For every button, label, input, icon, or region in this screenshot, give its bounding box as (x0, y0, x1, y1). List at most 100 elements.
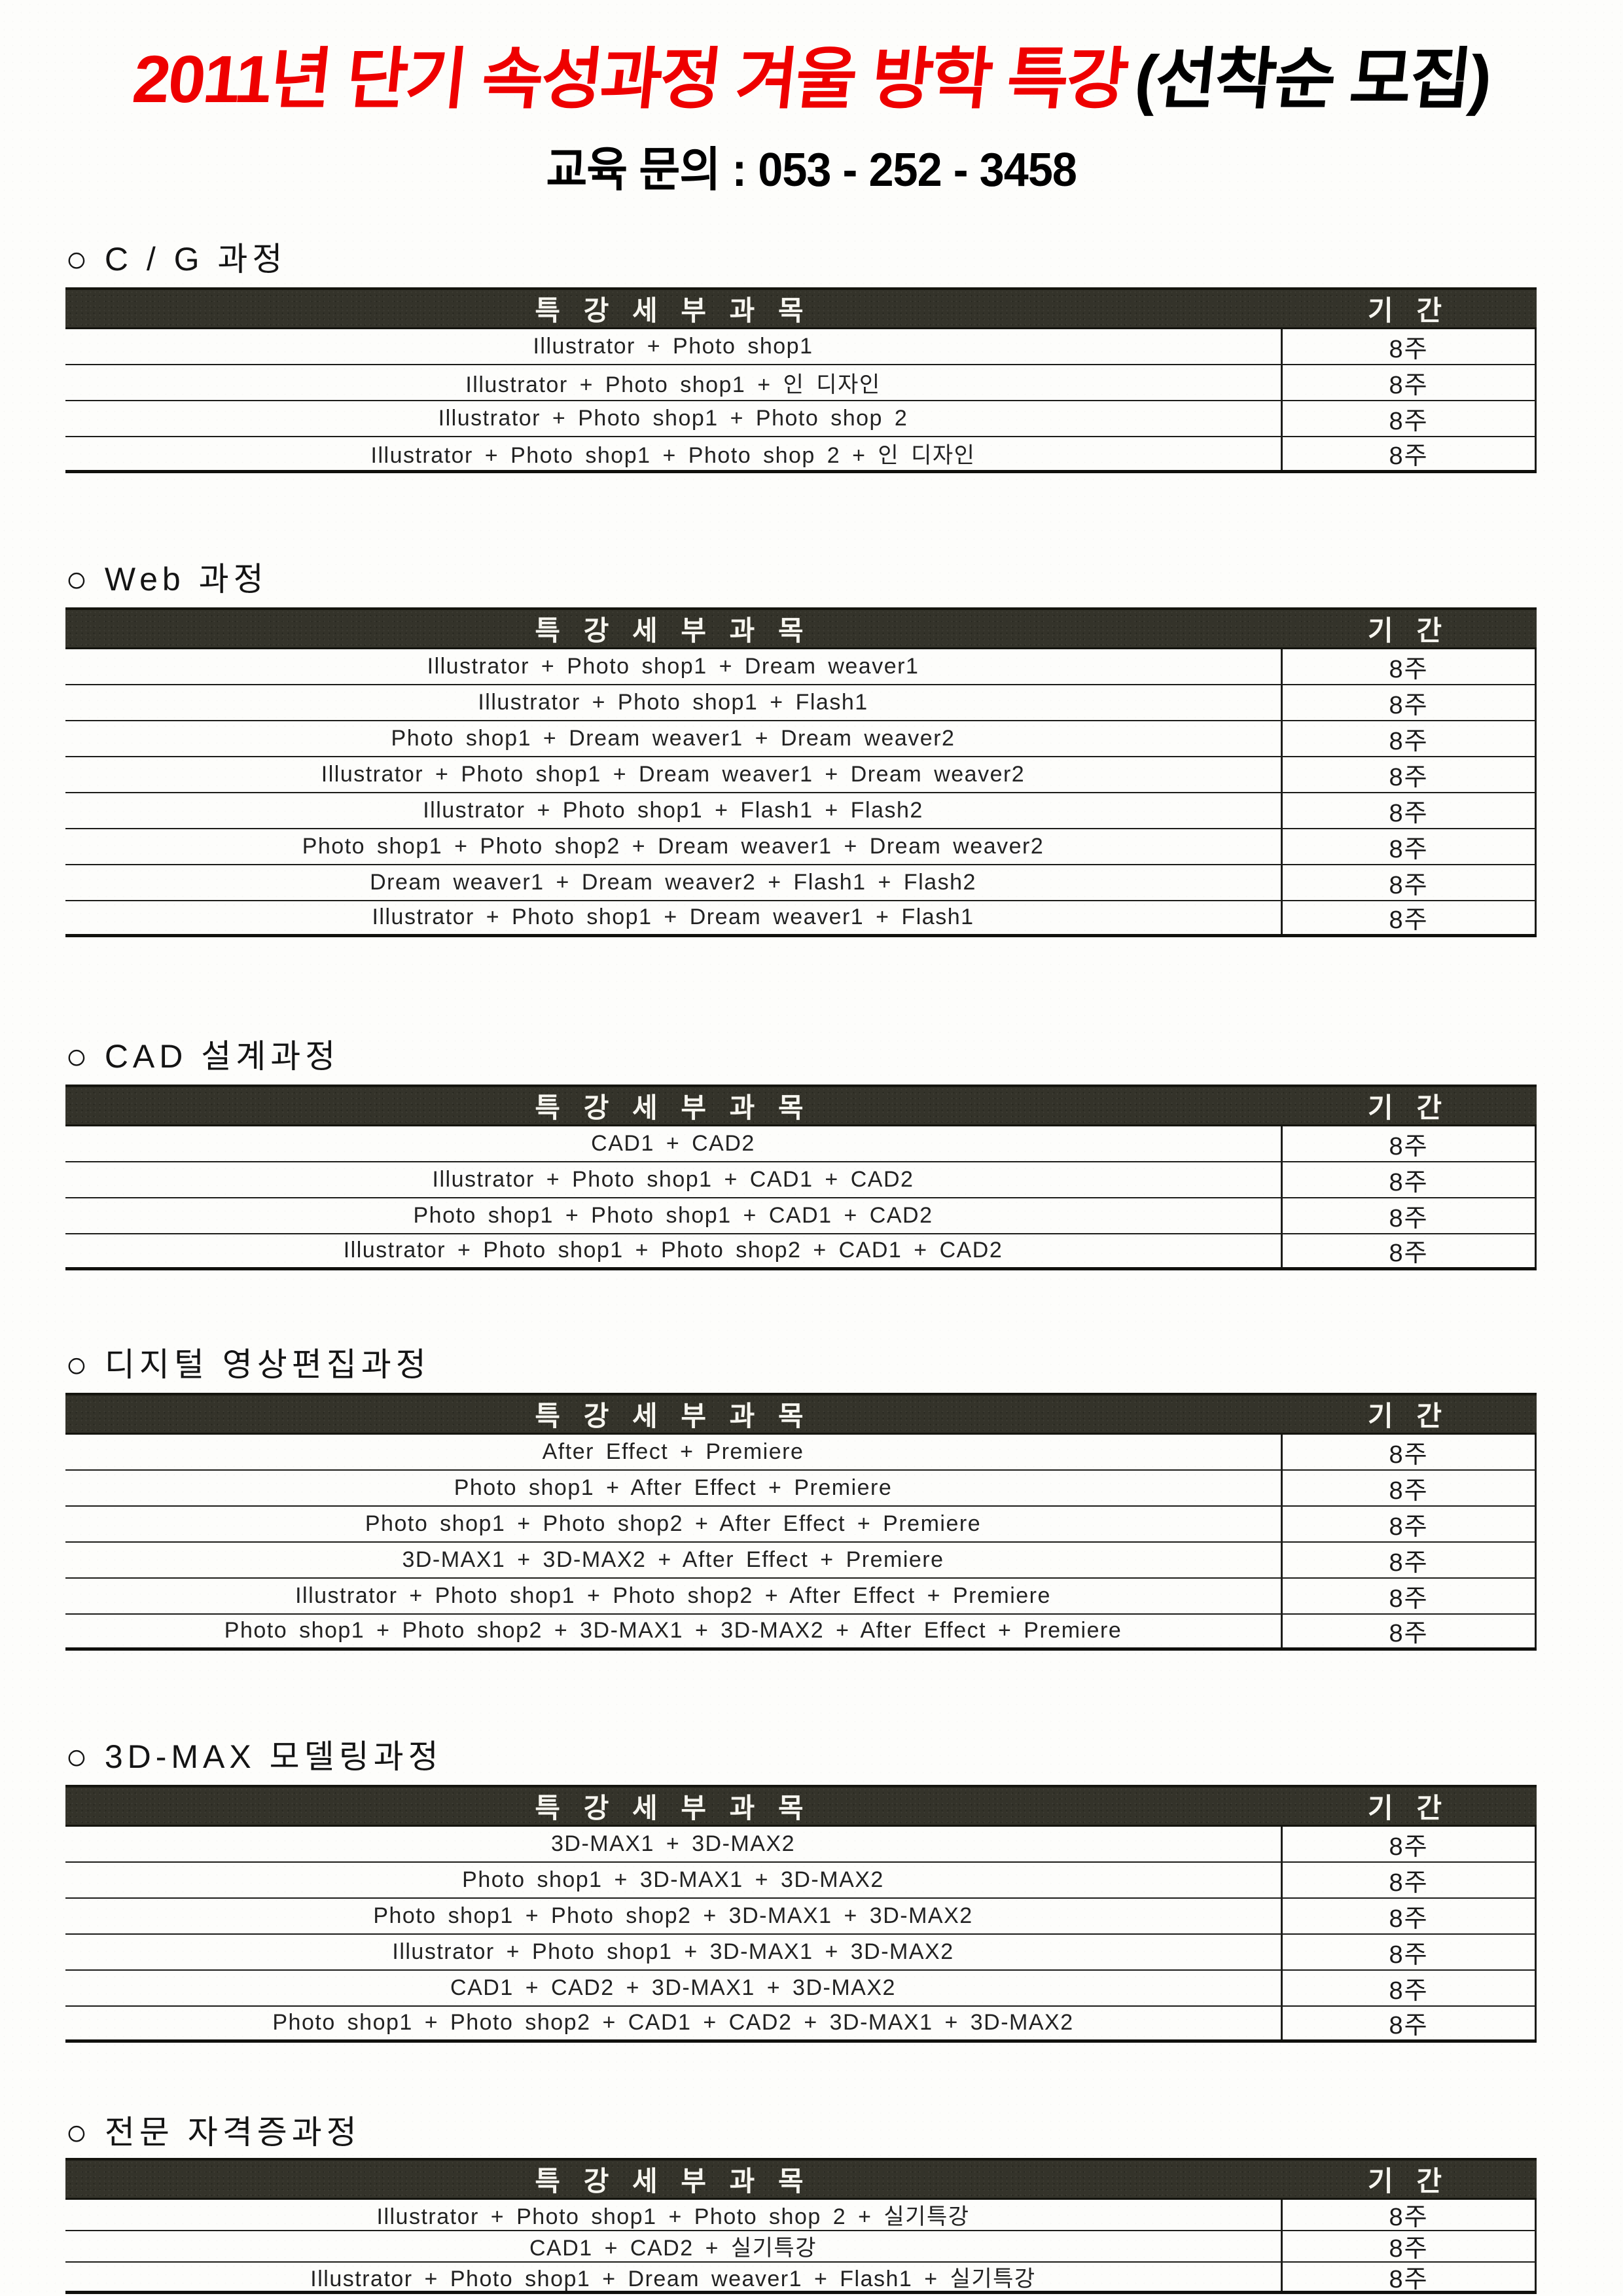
cell-course-subjects: Dream weaver1 + Dream weaver2 + Flash1 +… (370, 869, 976, 895)
contact-phone-line: 교육 문의 : 053 - 252 - 3458 (0, 143, 1623, 198)
column-header-period: 기 간 (1368, 1092, 1450, 1123)
page-title-red: 2011년 단기 속성과정 겨울 방학 특강 (129, 42, 1130, 117)
course-table: 특 강 세 부 과 목 기 간 Illustrator + Photo shop… (65, 287, 1537, 473)
section-title: Web 과정 (104, 560, 268, 598)
table-row: Dream weaver1 + Dream weaver2 + Flash1 +… (65, 865, 1537, 901)
table-row: CAD1 + CAD2 8주 (65, 1126, 1537, 1162)
column-header-subject: 특 강 세 부 과 목 (535, 615, 812, 646)
cell-course-subjects: Illustrator + Photo shop1 + Photo shop2 … (343, 1238, 1003, 1263)
content-column: ○ C / G 과정 특 강 세 부 과 목 기 간 Illustrator +… (65, 238, 1537, 2294)
column-header-subject: 특 강 세 부 과 목 (535, 1092, 812, 1123)
table-row: Illustrator + Photo shop1 + Photo shop 2… (65, 437, 1537, 473)
table-row: Illustrator + Photo shop1 + Dream weaver… (65, 649, 1537, 685)
cell-course-subjects: Illustrator + Photo shop1 + 인 디자인 (465, 372, 881, 397)
cell-duration: 8주 (1281, 1234, 1537, 1267)
table-row: Photo shop1 + Photo shop1 + CAD1 + CAD2 … (65, 1198, 1537, 1234)
column-header-subject: 특 강 세 부 과 목 (535, 1400, 812, 1431)
table-row: Illustrator + Photo shop1 + Photo shop2 … (65, 1578, 1537, 1615)
cell-duration: 8주 (1281, 1126, 1537, 1161)
cell-course-subjects: CAD1 + CAD2 (591, 1130, 755, 1156)
section-digital-video: ○ 디지털 영상편집과정 특 강 세 부 과 목 기 간 After Effec… (65, 1344, 1537, 1651)
cell-duration: 8주 (1281, 1162, 1537, 1197)
table-row: Photo shop1 + After Effect + Premiere 8주 (65, 1470, 1537, 1507)
section-heading: ○ Web 과정 (65, 558, 1537, 601)
section-heading: ○ 전문 자격증과정 (65, 2111, 1537, 2154)
circle-bullet-icon: ○ (65, 1344, 88, 1386)
column-header-period: 기 간 (1368, 295, 1450, 326)
cell-duration: 8주 (1281, 721, 1537, 756)
table-row: Photo shop1 + Photo shop2 + After Effect… (65, 1506, 1537, 1543)
cell-course-subjects: Photo shop1 + Photo shop2 + 3D-MAX1 + 3D… (373, 1903, 973, 1928)
cell-duration: 8주 (1281, 901, 1537, 934)
cell-course-subjects: Photo shop1 + Photo shop2 + 3D-MAX1 + 3D… (224, 1618, 1122, 1643)
section-title: 전문 자격증과정 (104, 2113, 361, 2151)
circle-bullet-icon: ○ (65, 238, 88, 280)
cell-duration: 8주 (1281, 401, 1537, 436)
cell-duration: 8주 (1281, 1970, 1537, 2005)
cell-course-subjects: Illustrator + Photo shop1 + Dream weaver… (310, 2266, 1036, 2291)
cell-duration: 8주 (1281, 1542, 1537, 1577)
contact-phone-text: 교육 문의 : 053 - 252 - 3458 (546, 143, 1078, 196)
circle-bullet-icon: ○ (65, 1035, 88, 1077)
cell-course-subjects: Illustrator + Photo shop1 + Photo shop 2… (376, 2204, 970, 2230)
cell-duration: 8주 (1281, 2006, 1537, 2039)
cell-duration: 8주 (1281, 685, 1537, 720)
section-heading: ○ C / G 과정 (65, 238, 1537, 281)
table-row: Photo shop1 + Photo shop2 + Dream weaver… (65, 829, 1537, 865)
page-title: 2011년 단기 속성과정 겨울 방학 특강(선착순 모집) (0, 33, 1623, 126)
cell-duration: 8주 (1281, 2262, 1537, 2293)
table-row: Illustrator + Photo shop1 + Flash1 8주 (65, 685, 1537, 721)
cell-course-subjects: Photo shop1 + Photo shop2 + CAD1 + CAD2 … (272, 2010, 1074, 2036)
cell-duration: 8주 (1281, 2231, 1537, 2263)
cell-course-subjects: After Effect + Premiere (542, 1439, 804, 1464)
table-row: CAD1 + CAD2 + 3D-MAX1 + 3D-MAX2 8주 (65, 1970, 1537, 2007)
cell-duration: 8주 (1281, 829, 1537, 864)
cell-course-subjects: Photo shop1 + 3D-MAX1 + 3D-MAX2 (462, 1867, 884, 1892)
course-table: 특 강 세 부 과 목 기 간 CAD1 + CAD2 8주 Illustrat… (65, 1084, 1537, 1270)
table-row: Illustrator + Photo shop1 + 3D-MAX1 + 3D… (65, 1934, 1537, 1971)
table-row: Illustrator + Photo shop1 + Dream weaver… (65, 2262, 1537, 2294)
table-row: Illustrator + Photo shop1 + Photo shop2 … (65, 1234, 1537, 1270)
table-header-row: 특 강 세 부 과 목 기 간 (65, 287, 1537, 329)
cell-duration: 8주 (1281, 1898, 1537, 1933)
section-web: ○ Web 과정 특 강 세 부 과 목 기 간 Illustrator + P… (65, 558, 1537, 937)
table-row: 3D-MAX1 + 3D-MAX2 + After Effect + Premi… (65, 1542, 1537, 1579)
cell-duration: 8주 (1281, 865, 1537, 900)
section-cg: ○ C / G 과정 특 강 세 부 과 목 기 간 Illustrator +… (65, 238, 1537, 473)
table-row: Photo shop1 + Photo shop2 + CAD1 + CAD2 … (65, 2006, 1537, 2043)
column-header-period: 기 간 (1368, 615, 1450, 646)
table-header-row: 특 강 세 부 과 목 기 간 (65, 1392, 1537, 1435)
column-header-period: 기 간 (1368, 1400, 1450, 1431)
section-heading: ○ 3D-MAX 모델링과정 (65, 1736, 1537, 1778)
table-header-row: 특 강 세 부 과 목 기 간 (65, 607, 1537, 649)
section-cad: ○ CAD 설계과정 특 강 세 부 과 목 기 간 CAD1 + CAD2 8… (65, 1035, 1537, 1270)
course-table: 특 강 세 부 과 목 기 간 Illustrator + Photo shop… (65, 607, 1537, 937)
section-certification: ○ 전문 자격증과정 특 강 세 부 과 목 기 간 Illustrator +… (65, 2111, 1537, 2294)
table-row: Photo shop1 + Photo shop2 + 3D-MAX1 + 3D… (65, 1614, 1537, 1651)
section-title: 디지털 영상편집과정 (104, 1346, 431, 1383)
column-header-subject: 특 강 세 부 과 목 (535, 1792, 812, 1823)
table-row: Illustrator + Photo shop1 + Dream weaver… (65, 901, 1537, 937)
circle-bullet-icon: ○ (65, 2111, 88, 2153)
cell-course-subjects: Illustrator + Photo shop1 + Photo shop 2… (370, 443, 976, 469)
cell-duration: 8주 (1281, 1934, 1537, 1969)
cell-duration: 8주 (1281, 1614, 1537, 1647)
cell-duration: 8주 (1281, 2199, 1537, 2231)
table-header-row: 특 강 세 부 과 목 기 간 (65, 1784, 1537, 1827)
cell-duration: 8주 (1281, 649, 1537, 684)
scanned-flyer-page: 2011년 단기 속성과정 겨울 방학 특강(선착순 모집) 교육 문의 : 0… (0, 33, 1623, 2296)
cell-duration: 8주 (1281, 365, 1537, 400)
cell-course-subjects: Illustrator + Photo shop1 + 3D-MAX1 + 3D… (392, 1939, 954, 1964)
table-row: Illustrator + Photo shop1 + 인 디자인 8주 (65, 365, 1537, 401)
table-row: Illustrator + Photo shop1 + Dream weaver… (65, 757, 1537, 793)
cell-duration: 8주 (1281, 1862, 1537, 1897)
cell-course-subjects: Illustrator + Photo shop1 (533, 333, 813, 359)
cell-course-subjects: CAD1 + CAD2 + 실기특강 (529, 2236, 817, 2261)
table-row: Illustrator + Photo shop1 + Photo shop 2… (65, 401, 1537, 437)
cell-duration: 8주 (1281, 1578, 1537, 1613)
table-row: After Effect + Premiere 8주 (65, 1434, 1537, 1471)
table-header-row: 특 강 세 부 과 목 기 간 (65, 1084, 1537, 1126)
table-row: Illustrator + Photo shop1 + CAD1 + CAD2 … (65, 1162, 1537, 1198)
cell-course-subjects: Photo shop1 + Photo shop2 + Dream weaver… (302, 833, 1044, 859)
cell-course-subjects: CAD1 + CAD2 + 3D-MAX1 + 3D-MAX2 (450, 1975, 896, 2000)
